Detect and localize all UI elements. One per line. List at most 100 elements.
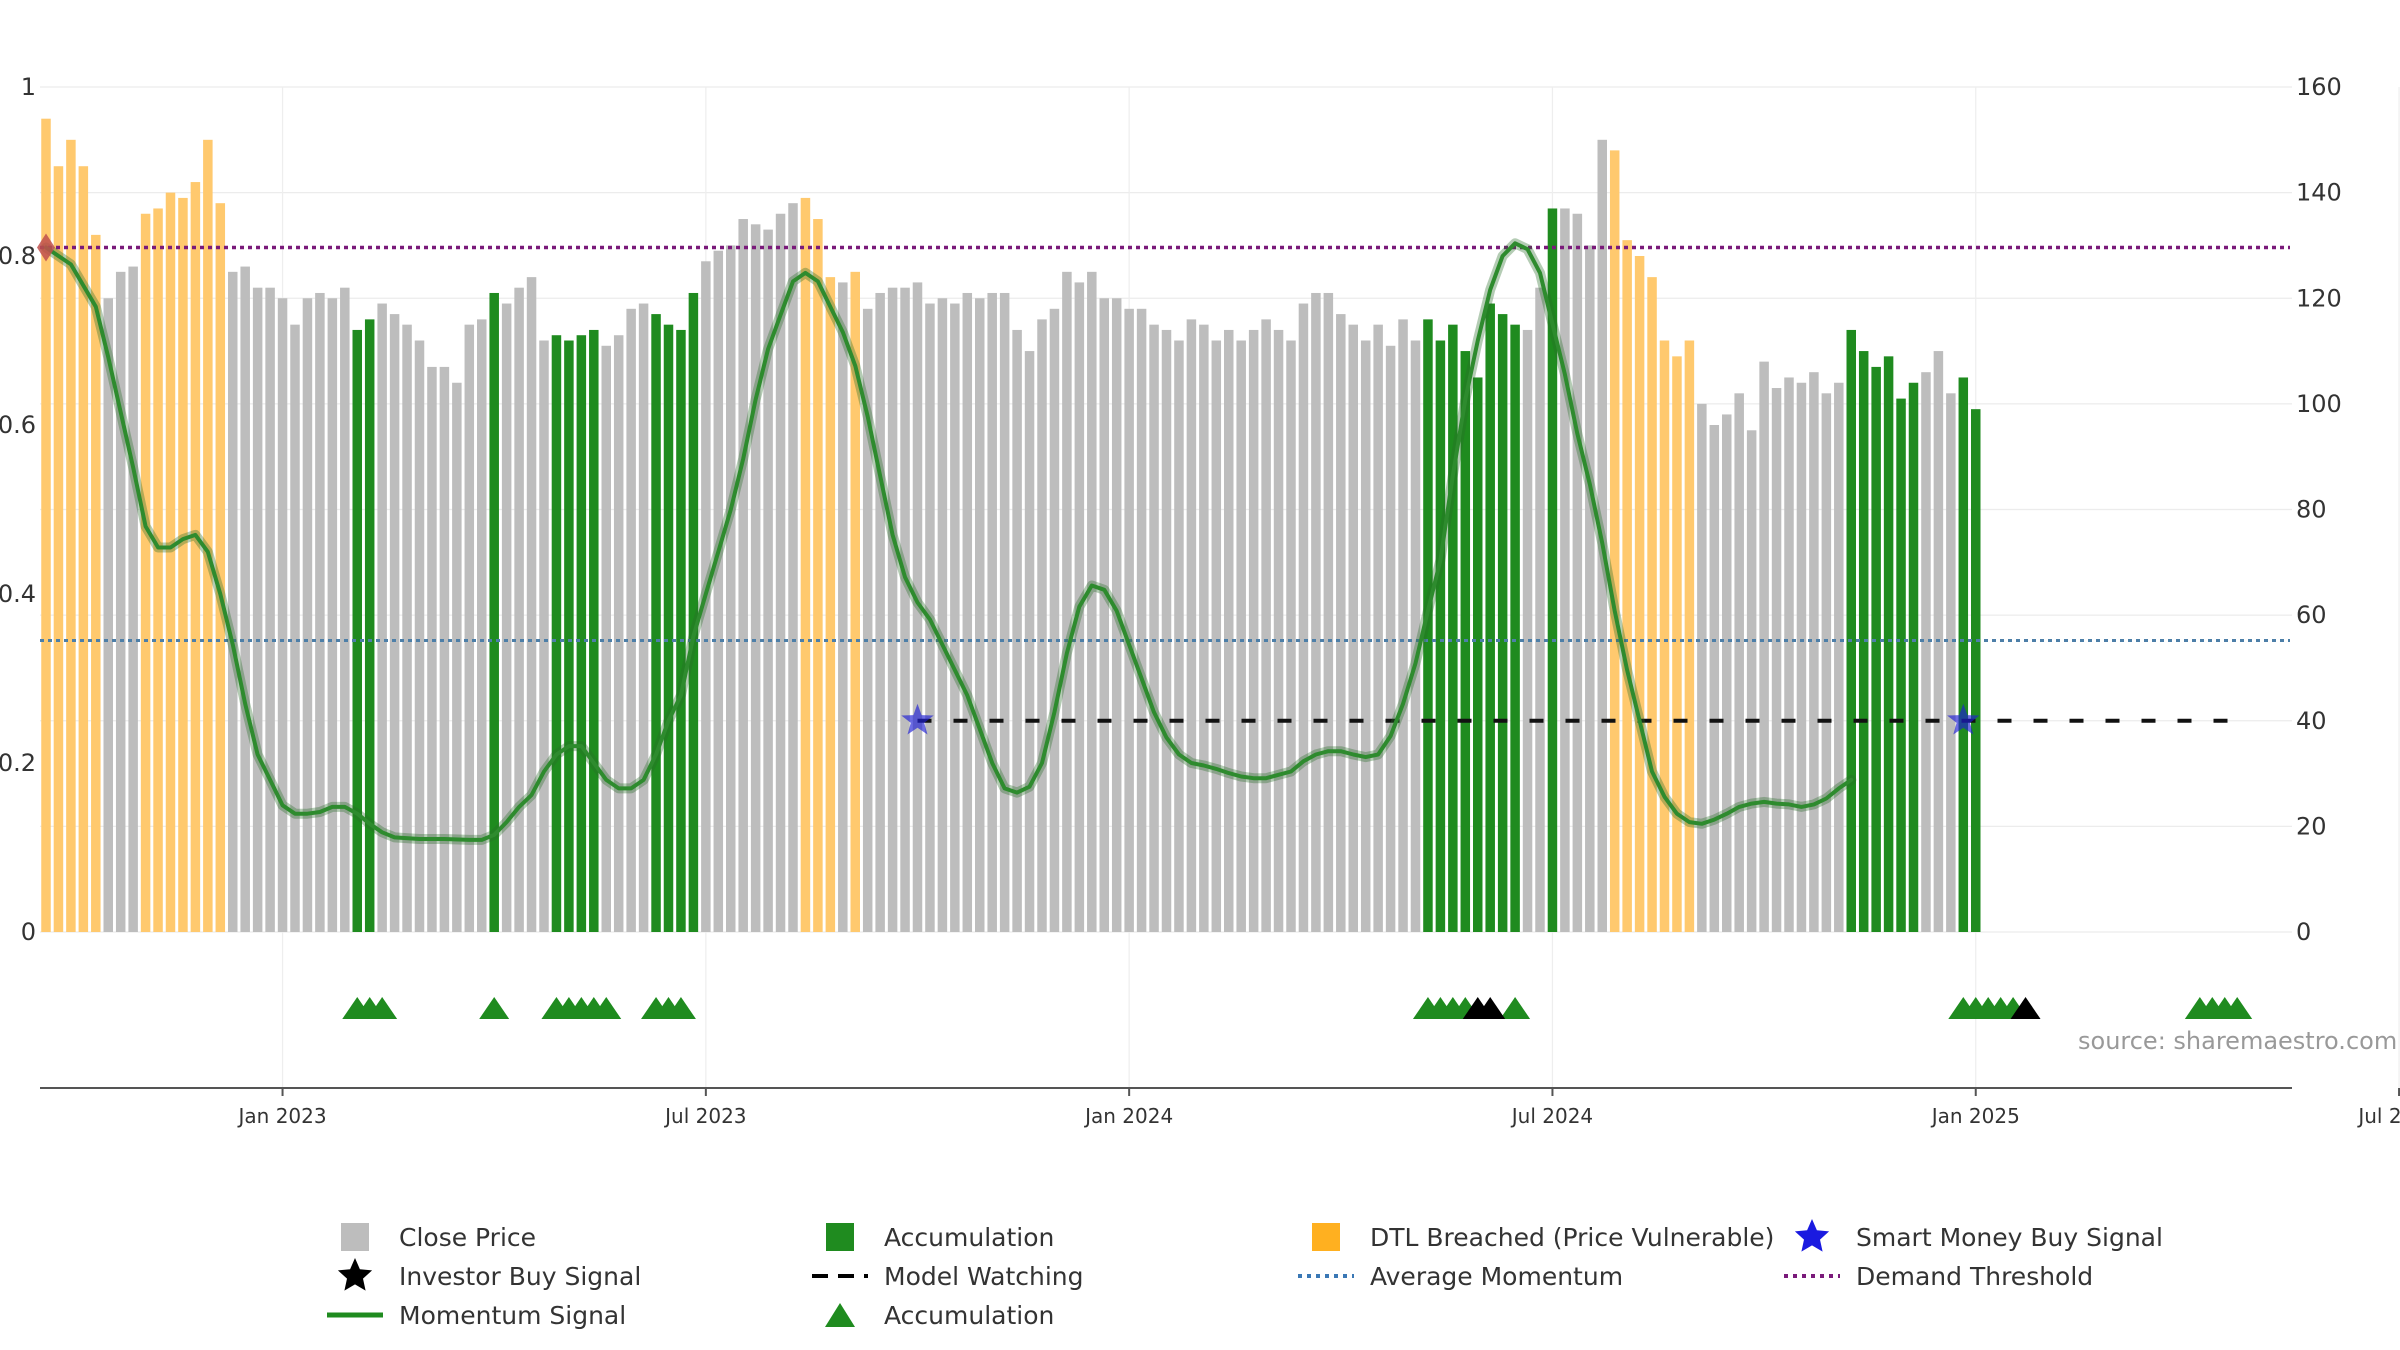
x-tick-label: Jan 2024 xyxy=(1083,1104,1173,1128)
price-bar xyxy=(1759,361,1769,932)
price-bar xyxy=(340,287,350,932)
accumulation-triangle xyxy=(2222,997,2253,1019)
price-bar xyxy=(1821,393,1832,932)
price-bar xyxy=(1398,319,1408,932)
price-bar xyxy=(1796,382,1807,932)
momentum-signal-line xyxy=(44,241,1854,842)
price-bar xyxy=(1622,240,1632,932)
price-bar xyxy=(1385,345,1396,932)
price-bar xyxy=(564,340,574,932)
price-bar xyxy=(1410,340,1421,932)
price-bar xyxy=(1946,393,1956,932)
price-bar xyxy=(240,266,250,932)
price-bar xyxy=(1224,329,1234,932)
price-bar xyxy=(1809,372,1819,932)
price-bar xyxy=(613,335,624,932)
price-bar xyxy=(1024,351,1035,932)
price-bar xyxy=(601,345,611,932)
price-bar xyxy=(1771,388,1782,932)
price-bar xyxy=(663,324,674,932)
price-bar xyxy=(750,224,761,932)
price-bar xyxy=(1634,256,1645,932)
price-bar xyxy=(477,319,487,932)
price-bar xyxy=(688,292,699,932)
right-axis-tick-label: 40 xyxy=(2296,707,2327,735)
price-bar xyxy=(290,324,300,932)
price-bar xyxy=(1560,208,1570,932)
price-bar xyxy=(153,208,163,932)
x-tick-label: Jan 2023 xyxy=(237,1104,327,1128)
price-bar xyxy=(1572,213,1583,932)
price-bar xyxy=(315,292,325,932)
price-bar xyxy=(900,287,910,932)
left-axis-tick-label: 0.2 xyxy=(0,749,36,777)
price-bar xyxy=(850,271,860,932)
accumulation-triangle xyxy=(591,997,622,1019)
price-bar xyxy=(1858,351,1869,932)
source-credit: source: sharemaestro.com xyxy=(2078,1027,2398,1055)
price-bar xyxy=(1298,303,1309,932)
x-tick-label: Jan 2025 xyxy=(1930,1104,2020,1128)
price-bar xyxy=(1261,319,1271,932)
price-bar xyxy=(1423,319,1433,932)
price-bar xyxy=(887,287,898,932)
price-bar xyxy=(1373,324,1383,932)
price-bar xyxy=(252,287,263,932)
price-bar xyxy=(1722,414,1732,932)
accumulation-triangle xyxy=(1500,997,1531,1019)
price-bar xyxy=(726,245,736,932)
price-bar xyxy=(41,118,51,932)
price-bar xyxy=(1871,366,1881,932)
price-bar xyxy=(364,319,375,932)
price-bar xyxy=(389,314,400,932)
price-bar xyxy=(1784,377,1794,932)
left-axis-tick-label: 0.8 xyxy=(0,242,36,270)
price-bar xyxy=(327,298,338,932)
price-bar xyxy=(551,335,562,932)
price-bar xyxy=(775,213,786,932)
accumulation-triangle xyxy=(479,997,510,1019)
x-tick-label: Jul 2024 xyxy=(1510,1104,1593,1128)
price-bar xyxy=(1286,340,1296,932)
price-bar xyxy=(1348,324,1358,932)
price-bar xyxy=(1124,308,1134,932)
price-bar xyxy=(1248,329,1259,932)
price-bar xyxy=(987,292,997,932)
price-bar xyxy=(1136,308,1147,932)
x-tick-label: Jul 2025 xyxy=(2356,1104,2400,1128)
right-axis-tick-label: 20 xyxy=(2296,812,2327,840)
price-bar xyxy=(1236,340,1246,932)
price-bar xyxy=(215,203,226,932)
price-bar xyxy=(1336,314,1346,932)
price-bar xyxy=(91,234,101,932)
right-axis-tick-label: 160 xyxy=(2296,73,2342,101)
price-bar xyxy=(1684,340,1695,932)
price-bar xyxy=(1087,271,1097,932)
price-bar xyxy=(103,298,113,932)
price-bar xyxy=(813,219,823,932)
price-bar xyxy=(1585,245,1595,932)
price-bar xyxy=(800,197,811,932)
price-bar xyxy=(1535,287,1545,932)
price-bar xyxy=(228,271,238,932)
investor-buy-triangle xyxy=(2010,997,2041,1019)
price-bar xyxy=(53,166,64,932)
price-bar xyxy=(651,314,661,932)
price-bar xyxy=(626,308,636,932)
price-bar xyxy=(452,382,462,932)
smart-money-star xyxy=(1947,703,1980,735)
price-bar xyxy=(788,203,798,932)
price-bar xyxy=(178,197,188,932)
price-bar xyxy=(1510,324,1520,932)
price-bar xyxy=(414,340,425,932)
price-bar xyxy=(526,277,537,932)
price-bar xyxy=(352,329,362,932)
right-axis-tick-label: 60 xyxy=(2296,601,2327,629)
price-bar xyxy=(1834,382,1844,932)
price-bar xyxy=(1846,329,1856,932)
left-axis-tick-label: 0 xyxy=(21,918,36,946)
price-bar xyxy=(1311,292,1321,932)
price-bar xyxy=(1672,356,1682,932)
price-bar xyxy=(1958,377,1969,932)
